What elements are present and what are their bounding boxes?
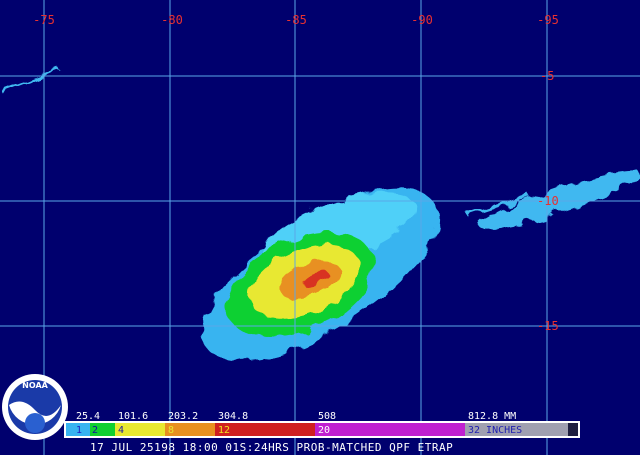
mm-label: 304.8 [218, 411, 248, 422]
mm-label: 508 [318, 411, 336, 422]
color-swatch [66, 423, 90, 436]
inch-label: 8 [168, 425, 174, 436]
mm-label: 812.8 MM [468, 411, 516, 422]
latitude-label: -5 [540, 69, 554, 83]
precip-extreme [301, 270, 329, 286]
precip-band [479, 171, 640, 229]
footer-caption: 17 JUL 25198 18:00 01S:24HRS PROB-MATCHE… [90, 441, 453, 454]
longitude-label: -90 [411, 13, 433, 27]
color-swatch [165, 423, 215, 436]
color-swatch [90, 423, 115, 436]
noaa-logo: NOAA [2, 374, 68, 440]
mm-label: 25.4 [76, 411, 100, 422]
color-swatch [568, 423, 578, 436]
inch-label: 20 [318, 425, 330, 436]
precip-streak [467, 194, 531, 218]
latitude-label: -15 [537, 319, 559, 333]
color-swatch [315, 423, 465, 436]
color-swatch [115, 423, 165, 436]
mm-label: 203.2 [168, 411, 198, 422]
logo-text: NOAA [22, 381, 48, 390]
inch-label: 12 [218, 425, 230, 436]
color-swatch [215, 423, 315, 436]
color-bar [64, 421, 580, 438]
mm-label: 101.6 [118, 411, 148, 422]
inch-label: 1 [76, 425, 82, 436]
color-swatch [465, 423, 568, 436]
inch-label: 2 [92, 425, 98, 436]
precip-streak [1, 68, 61, 94]
longitude-label: -95 [537, 13, 559, 27]
latitude-label: -10 [537, 194, 559, 208]
inch-label: 32 INCHES [468, 425, 522, 436]
logo-wave [25, 413, 45, 433]
longitude-label: -85 [285, 13, 307, 27]
longitude-label: -75 [33, 13, 55, 27]
inch-label: 4 [118, 425, 124, 436]
longitude-label: -80 [161, 13, 183, 27]
